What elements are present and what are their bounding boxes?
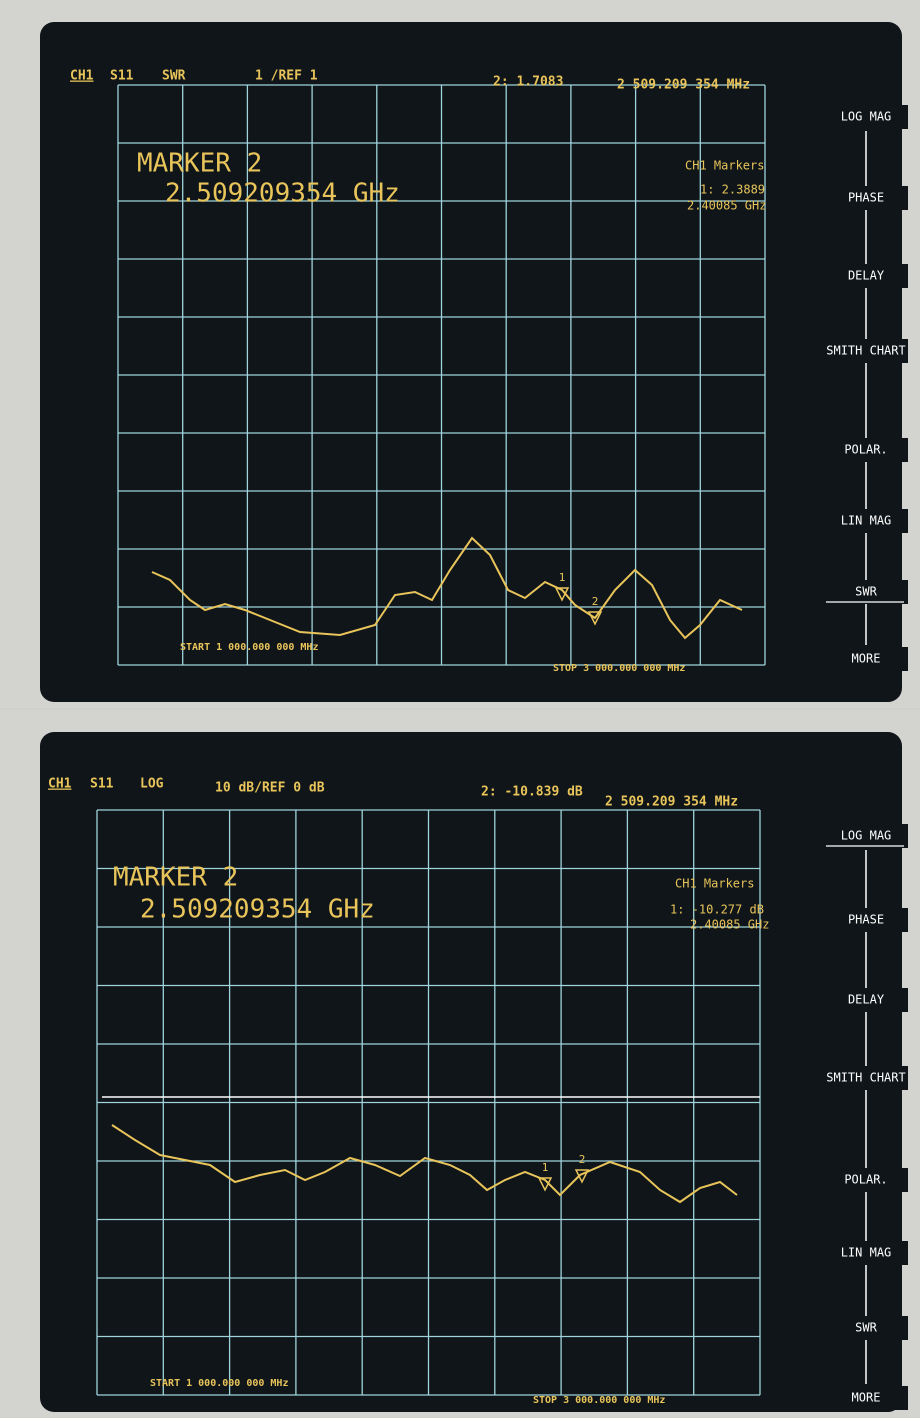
- display: [40, 732, 902, 1412]
- trace: [151, 536, 743, 640]
- marker-triangle: [554, 587, 570, 602]
- marker-value: 2.509209354 GHz: [140, 895, 375, 925]
- softkey[interactable]: PHASE: [848, 913, 884, 927]
- softkey[interactable]: SMITH CHART: [826, 1071, 905, 1085]
- softkey[interactable]: POLAR.: [844, 1173, 887, 1187]
- marker-triangle: [587, 611, 603, 626]
- marker-triangle: [537, 1177, 553, 1192]
- trace: [111, 1124, 738, 1204]
- marker-title: MARKER 2: [113, 863, 238, 893]
- header-marker_frequency: 2 509.209 354 MHz: [617, 78, 750, 93]
- marker-table-title: CH1 Markers: [675, 877, 754, 891]
- marker-label: 1: [559, 571, 566, 584]
- header-channel: CH1: [70, 69, 94, 84]
- header-marker_frequency: 2 509.209 354 MHz: [605, 795, 738, 810]
- header-parameter: S11: [110, 69, 134, 84]
- header-marker_readout: 2: 1.7083: [493, 75, 563, 90]
- stop-frequency: STOP 3 000.000 000 MHz: [533, 1395, 665, 1406]
- marker1-frequency: 2.40085 GHz: [690, 918, 769, 932]
- analyzer-screen: CH1 S11 LOG 10 dB/REF 0 dB 2: -10.839 dB 2 50…: [0, 710, 920, 1418]
- softkey-backdrop: [822, 908, 908, 932]
- softkey[interactable]: POLAR.: [844, 443, 887, 457]
- marker-label: 2: [592, 595, 599, 608]
- header-scale: 10 dB/REF 0 dB: [215, 781, 325, 796]
- softkey-backdrop: [822, 186, 908, 210]
- softkey[interactable]: MORE: [852, 1391, 881, 1405]
- softkey-backdrop: [822, 647, 908, 671]
- header-scale: 1 /REF 1: [255, 69, 318, 84]
- start-frequency: START 1 000.000 000 MHz: [150, 1378, 288, 1389]
- softkey[interactable]: LOG MAG: [841, 110, 892, 124]
- softkey-backdrop: [822, 339, 908, 363]
- softkey-backdrop: [822, 264, 908, 288]
- header-format: LOG: [140, 777, 164, 792]
- softkey-backdrop: [822, 438, 908, 462]
- softkey-backdrop: [822, 1168, 908, 1192]
- softkey[interactable]: SMITH CHART: [826, 344, 905, 358]
- marker1-value: 1: 2.3889: [700, 183, 765, 197]
- marker-label: 1: [542, 1161, 549, 1174]
- softkey[interactable]: LIN MAG: [841, 1246, 892, 1260]
- softkey[interactable]: DELAY: [848, 269, 885, 283]
- analyzer-screen: CH1 S11 SWR 1 /REF 1 2: 1.7083 2 509.209 354 …: [0, 0, 920, 708]
- softkey[interactable]: SWR: [855, 585, 877, 599]
- header-channel: CH1: [48, 777, 72, 792]
- header-marker_readout: 2: -10.839 dB: [481, 785, 583, 800]
- softkey[interactable]: LOG MAG: [841, 829, 892, 843]
- softkey-backdrop: [822, 1386, 908, 1410]
- softkey-backdrop: [822, 1241, 908, 1265]
- marker-triangle: [574, 1169, 590, 1184]
- start-frequency: START 1 000.000 000 MHz: [180, 642, 318, 653]
- softkey[interactable]: DELAY: [848, 993, 885, 1007]
- marker1-value: 1: -10.277 dB: [670, 903, 764, 917]
- softkey[interactable]: MORE: [852, 652, 881, 666]
- softkey[interactable]: PHASE: [848, 191, 884, 205]
- marker-value: 2.509209354 GHz: [165, 179, 400, 209]
- softkey[interactable]: LIN MAG: [841, 514, 892, 528]
- softkey-backdrop: [822, 988, 908, 1012]
- marker-label: 2: [579, 1153, 586, 1166]
- header-format: SWR: [162, 69, 186, 84]
- marker1-frequency: 2.40085 GHz: [687, 199, 766, 213]
- softkey-backdrop: [822, 509, 908, 533]
- display: [40, 22, 902, 702]
- header-parameter: S11: [90, 777, 114, 792]
- stop-frequency: STOP 3 000.000 000 MHz: [553, 663, 685, 674]
- marker-table-title: CH1 Markers: [685, 159, 764, 173]
- softkey-backdrop: [822, 580, 908, 604]
- marker-title: MARKER 2: [137, 149, 262, 179]
- softkey-backdrop: [822, 1316, 908, 1340]
- softkey[interactable]: SWR: [855, 1321, 877, 1335]
- softkey-backdrop: [822, 105, 908, 129]
- softkey-backdrop: [822, 824, 908, 848]
- softkey-backdrop: [822, 1066, 908, 1090]
